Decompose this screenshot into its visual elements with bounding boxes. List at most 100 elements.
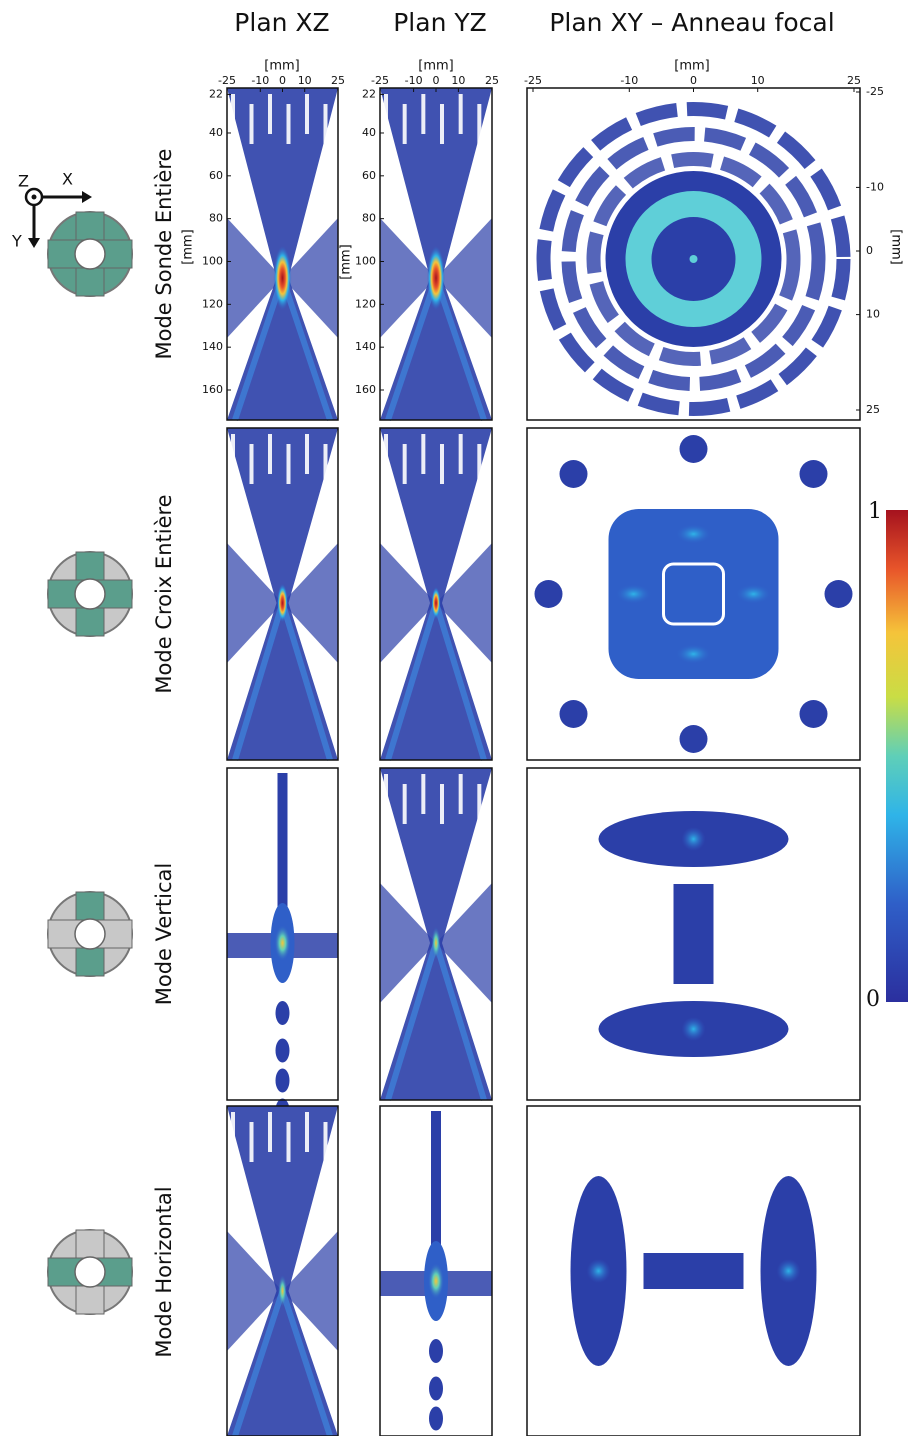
focal-spot [274, 925, 291, 961]
x-tick-label: 25 [331, 74, 345, 87]
speckle [323, 104, 328, 144]
side-lobe [227, 218, 283, 338]
speckle [477, 784, 482, 824]
column-title: Plan XY – Anneau focal [549, 8, 834, 37]
spot [586, 1259, 611, 1283]
x-tick-label: 10 [451, 74, 465, 87]
focal-spot [278, 1275, 287, 1307]
panels [226, 87, 861, 1436]
panel-border [379, 1105, 493, 1436]
lobe [799, 460, 828, 488]
z-tick-label: 60 [362, 169, 376, 182]
row-label: Mode Sonde Entière [152, 149, 176, 360]
speckle [305, 1112, 309, 1152]
probe-icon [47, 211, 133, 297]
probe-hole [74, 1256, 106, 1288]
z-unit: [mm] [339, 244, 354, 279]
speckle [249, 104, 254, 144]
speckle [268, 1112, 272, 1152]
field [227, 1106, 338, 1436]
row-panels [226, 427, 861, 761]
y-tick-label: -25 [866, 85, 884, 98]
speckle [384, 774, 388, 814]
hole [662, 562, 725, 626]
lobe [799, 700, 828, 728]
focal-spot [427, 246, 445, 310]
lobe [679, 725, 708, 753]
y-unit: [mm] [889, 229, 904, 264]
panel-border [226, 427, 339, 761]
side-lobe [436, 543, 492, 663]
panel-border [526, 1105, 861, 1436]
probe-hole [74, 918, 106, 950]
centre [689, 255, 698, 263]
z-tick-label: 22 [209, 87, 223, 100]
probe-axes: Z X Y [11, 170, 92, 251]
axis-letter: Z [18, 172, 29, 191]
speckle [440, 104, 444, 144]
row-panels [226, 87, 861, 421]
x-tick-label: 0 [279, 74, 286, 87]
lobe [429, 1406, 443, 1431]
focal-spot [431, 927, 441, 959]
speckle [402, 104, 407, 144]
speckle [458, 434, 463, 474]
side-lobe [227, 1231, 283, 1351]
probe-hole [74, 578, 106, 610]
beam [277, 773, 288, 948]
probe-icon [47, 551, 133, 637]
colorbar-min: 0 [866, 987, 880, 1012]
x-tick-label: -10 [620, 74, 638, 87]
speckle [323, 444, 328, 484]
axis-letter: X [62, 170, 73, 189]
x-tick-label: -10 [405, 74, 423, 87]
z-tick-label: 160 [355, 383, 376, 396]
speckle [231, 1112, 235, 1152]
beam [431, 1111, 441, 1286]
x-unit: [mm] [418, 59, 453, 74]
x-tick-label: 10 [751, 74, 765, 87]
panel-border [526, 427, 861, 761]
speckle [249, 1122, 254, 1162]
speckle [477, 444, 482, 484]
y-tick-label: 0 [866, 244, 873, 257]
lobe [275, 1068, 290, 1093]
colorbar-max: 1 [868, 499, 882, 524]
side-lobe [282, 218, 338, 338]
lobe [275, 1038, 290, 1063]
speckle [440, 444, 444, 484]
panel-border [226, 1105, 339, 1436]
lobe [534, 580, 563, 608]
side-lobe [436, 883, 492, 1003]
speckle [421, 434, 426, 474]
side-lobe [380, 543, 436, 663]
field [608, 509, 779, 679]
row-label: Mode Horizontal [152, 1186, 176, 1357]
x-tick-label: -25 [218, 74, 236, 87]
z-tick-label: 80 [209, 212, 223, 225]
speckle [286, 1122, 291, 1162]
speckle [458, 774, 463, 814]
spot [675, 644, 712, 664]
lobe [679, 435, 708, 463]
y-tick-label: 10 [866, 308, 880, 321]
focal-spot [277, 583, 288, 623]
spot [735, 584, 772, 604]
y-tick-label: 25 [866, 403, 880, 416]
row-label: Mode Croix Entière [152, 494, 176, 693]
speckle [402, 444, 407, 484]
spot [681, 1017, 706, 1041]
speckle [402, 784, 407, 824]
x-tick-label: 10 [298, 74, 312, 87]
speckle [286, 104, 291, 144]
speckle [305, 94, 309, 134]
x-tick-label: 25 [847, 74, 861, 87]
focal-spot [428, 1263, 444, 1299]
z-tick-label: 100 [202, 254, 223, 267]
x-unit: [mm] [264, 59, 299, 74]
ring [536, 102, 851, 416]
row-panels [226, 1105, 861, 1436]
lobe [559, 460, 588, 488]
spot [675, 524, 712, 544]
